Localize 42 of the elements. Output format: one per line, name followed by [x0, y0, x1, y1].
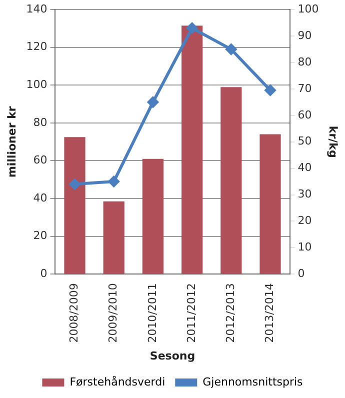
x-tick-label: 2013/2014 — [263, 283, 276, 343]
point — [186, 22, 198, 34]
y2-tick-label: 20 — [298, 214, 312, 228]
y2-tick-label: 100 — [298, 2, 319, 16]
legend-label: Gjennomsnittspris — [202, 375, 304, 388]
point — [69, 178, 80, 190]
bar — [181, 26, 203, 274]
y-tick-label: 120 — [26, 40, 48, 54]
y2-tick-label: 0 — [298, 266, 305, 280]
bar — [103, 201, 124, 274]
point — [264, 84, 276, 96]
y-tick-label: 60 — [33, 154, 48, 167]
point — [147, 96, 158, 108]
y2-tick-label: 90 — [298, 28, 312, 42]
point — [226, 44, 237, 55]
point — [108, 176, 120, 188]
y-tick-label: 0 — [40, 266, 48, 280]
x-tick-label: 2012/2013 — [224, 283, 238, 343]
y-tick-label: 40 — [33, 191, 48, 204]
x-tick-label: 2009/2010 — [106, 283, 120, 343]
y-axis-title: millioner kr — [5, 106, 18, 178]
y-tick-label: 80 — [33, 116, 48, 129]
bar — [142, 158, 164, 274]
y2-tick-label: 50 — [298, 134, 312, 148]
legend-label: Førstehåndsverdi — [70, 375, 166, 388]
bar — [260, 134, 281, 274]
bar — [64, 137, 86, 274]
y2-tick-label: 10 — [298, 240, 312, 254]
y-tick-label: 100 — [26, 78, 48, 92]
y2-tick-label: 70 — [298, 82, 312, 95]
y2-axis-title: kr/kg — [326, 126, 340, 158]
x-tick-label: 2010/2011 — [146, 283, 159, 343]
x-axis-title: Sesong — [150, 349, 196, 362]
y2-tick-label: 40 — [298, 161, 312, 174]
y2-tick-label: 80 — [298, 55, 312, 68]
y-tick-label: 20 — [33, 229, 48, 242]
y2-tick-label: 30 — [298, 188, 312, 201]
y2-tick-label: 60 — [298, 108, 312, 122]
bar — [220, 87, 242, 274]
y-tick-label: 140 — [26, 2, 48, 16]
x-tick-label: 2008/2009 — [68, 283, 81, 343]
x-tick-label: 2011/2012 — [184, 283, 198, 343]
